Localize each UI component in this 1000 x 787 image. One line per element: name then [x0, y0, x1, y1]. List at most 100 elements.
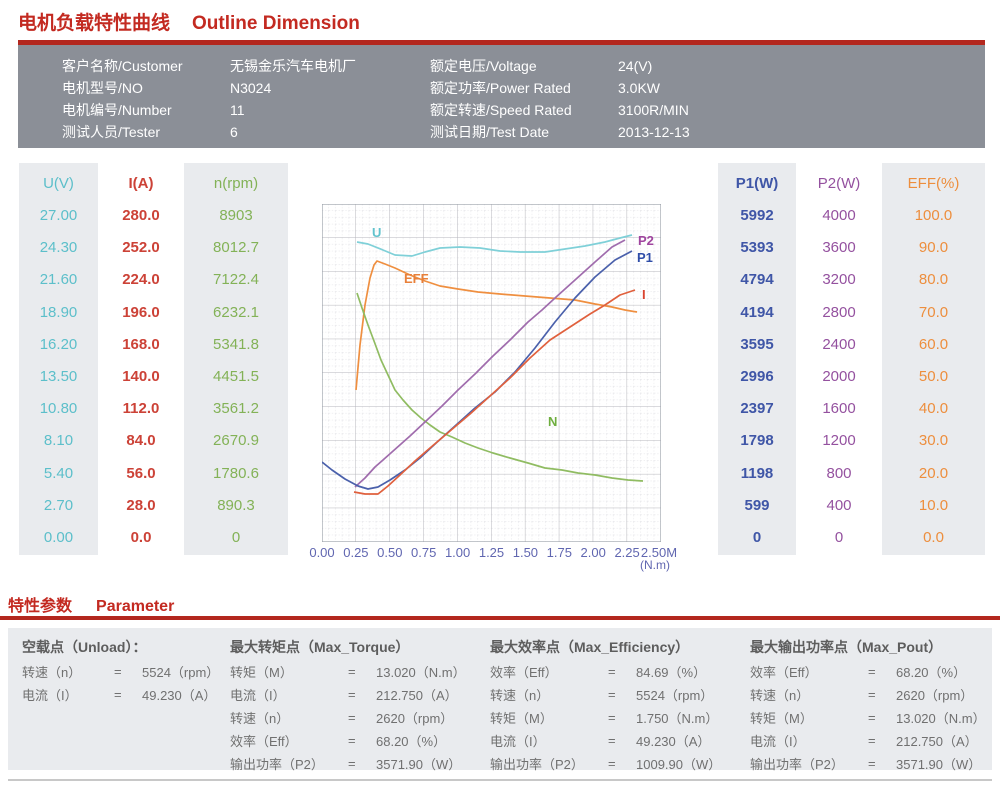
parameter-row: 效率（Eff） = 68.20（%） [750, 660, 992, 683]
parameter-label: 效率（Eff） [490, 665, 558, 680]
scale-column-i: I(A) 280.0 252.0 224.0 196.0 168.0 140.0 112.0 8… [98, 163, 184, 555]
scale-cell-n: 6232.1 [213, 303, 259, 321]
curve-label-P2: P2 [638, 233, 654, 248]
parameter-equals: = [114, 664, 122, 679]
scale-cell-p1: 4794 [740, 271, 774, 289]
scale-cell-p2: 2400 [822, 335, 856, 353]
scale-column-p1: P1(W) 5992 5393 4794 4194 3595 2996 2397 1798 119… [718, 163, 796, 555]
header-field-value: N3024 [230, 80, 272, 96]
x-tick-label: 2.25 [614, 545, 640, 560]
parameter-equals: = [608, 756, 616, 771]
scale-cell-i: 280.0 [122, 207, 160, 224]
curve-U [356, 234, 633, 257]
parameter-label: 效率（Eff） [230, 734, 298, 749]
scale-cell-eff: 100.0 [914, 207, 953, 224]
scale-cell-p1: 2397 [740, 400, 774, 418]
parameter-equals: = [608, 664, 616, 679]
scale-cell-n: 5341.8 [213, 335, 259, 353]
parameters-panel: 空载点（Unload）： 转速（n） = 5524（rpm） 电流（I） = 49.230（… [8, 628, 992, 772]
scale-cell-p1: 1798 [740, 432, 774, 450]
scale-column-header-p2: P2(W) [817, 175, 861, 192]
header-field: 电机型号/NO N3024 [62, 77, 271, 99]
x-tick-label: 1.25 [478, 545, 505, 560]
curve-label-N: N [548, 414, 557, 429]
chart-x-axis-unit: (N.m) [640, 558, 670, 572]
scale-cell-u: 10.80 [39, 400, 78, 418]
scale-cell-n: 0 [231, 528, 241, 546]
scale-cell-i: 140.0 [122, 367, 160, 385]
scale-cell-u: 21.60 [39, 271, 78, 289]
scale-cell-p2: 1200 [822, 432, 856, 450]
curve-label-P1: P1 [637, 250, 653, 265]
header-field-value: 6 [230, 124, 238, 140]
parameter-equals: = [348, 710, 356, 725]
parameter-value: 13.020（N.m） [376, 665, 466, 680]
parameter-row: 输出功率（P2） = 3571.90（W） [750, 752, 992, 775]
scale-cell-n: 890.3 [217, 496, 255, 514]
parameter-row: 转速（n） = 2620（rpm） [750, 683, 992, 706]
header-field-label: 额定转速/Speed Rated [430, 102, 572, 118]
parameter-equals: = [348, 756, 356, 771]
header-field-label: 客户名称/Customer [62, 58, 183, 74]
curve-label-EFF: EFF [404, 271, 429, 286]
header-field-label: 额定电压/Voltage [430, 58, 537, 74]
parameters-title-zh: 特性参数 [8, 598, 73, 615]
parameter-row: 效率（Eff） = 68.20（%） [230, 729, 488, 752]
scale-cell-eff: 90.0 [918, 239, 949, 257]
parameter-value: 3571.90（W） [896, 757, 982, 772]
scale-cell-n: 3561.2 [213, 400, 259, 418]
parameter-label: 转矩（M） [230, 665, 293, 680]
parameter-value: 212.750（A） [376, 688, 458, 703]
header-field-value: 3100R/MIN [618, 102, 689, 118]
parameter-section-title: 空载点（Unload）： [22, 639, 147, 655]
x-tick-label: 0.75 [411, 545, 437, 560]
parameter-row: 转矩（M） = 1.750（N.m） [490, 706, 748, 729]
header-field-label: 测试人员/Tester [62, 124, 161, 140]
parameter-value: 13.020（N.m） [896, 711, 986, 726]
x-tick-label: 0.50 [377, 545, 403, 560]
scale-cell-i: 28.0 [126, 496, 156, 514]
parameter-label: 转速（n） [750, 688, 810, 703]
page-title-en: Outline Dimension [192, 13, 360, 34]
scale-cell-p2: 800 [826, 464, 852, 482]
parameter-equals: = [868, 687, 876, 702]
scale-cell-p2: 0 [834, 528, 844, 546]
scale-cell-i: 196.0 [122, 303, 160, 321]
chart-grid [322, 204, 661, 542]
header-field-value: 24(V) [618, 58, 653, 74]
parameter-label: 效率（Eff） [750, 665, 818, 680]
scale-cell-i: 252.0 [122, 239, 160, 257]
parameter-value: 1.750（N.m） [636, 711, 719, 726]
scale-cell-eff: 50.0 [918, 367, 949, 385]
scale-cell-n: 7122.4 [213, 271, 259, 289]
header-field: 额定转速/Speed Rated 3100R/MIN [430, 99, 689, 121]
scale-cell-p1: 2996 [740, 367, 774, 385]
scale-cell-i: 168.0 [122, 335, 160, 353]
parameter-section: 最大转矩点（Max_Torque） 转矩（M） = 13.020（N.m） 电流（I） =… [230, 636, 488, 775]
bottom-divider [8, 779, 992, 781]
scale-column-header-u: U(V) [43, 175, 74, 192]
parameter-section-title: 最大转矩点（Max_Torque） [230, 639, 410, 655]
parameter-value: 49.230（A） [636, 734, 711, 749]
scale-cell-eff: 20.0 [918, 464, 949, 482]
parameter-label: 电流（I） [22, 688, 78, 703]
parameter-label: 电流（I） [750, 734, 806, 749]
scale-cell-u: 13.50 [39, 367, 78, 385]
parameter-label: 转速（n） [22, 665, 82, 680]
header-field: 额定电压/Voltage 24(V) [430, 55, 652, 77]
parameter-label: 转速（n） [490, 688, 550, 703]
scale-cell-u: 24.30 [39, 239, 78, 257]
scale-cell-p2: 400 [826, 496, 852, 514]
scale-cell-n: 1780.6 [213, 464, 259, 482]
scale-cell-p2: 2800 [822, 303, 856, 321]
x-tick-label: 1.50 [512, 545, 539, 560]
parameter-label: 输出功率（P2） [750, 757, 844, 772]
parameter-row: 输出功率（P2） = 3571.90（W） [230, 752, 488, 775]
parameter-label: 输出功率（P2） [230, 757, 324, 772]
curve-label-I: I [642, 287, 646, 302]
parameter-value: 5524（rpm） [142, 665, 220, 680]
parameter-label: 转矩（M） [490, 711, 553, 726]
header-field-label: 电机型号/NO [62, 80, 143, 96]
parameter-equals: = [608, 687, 616, 702]
